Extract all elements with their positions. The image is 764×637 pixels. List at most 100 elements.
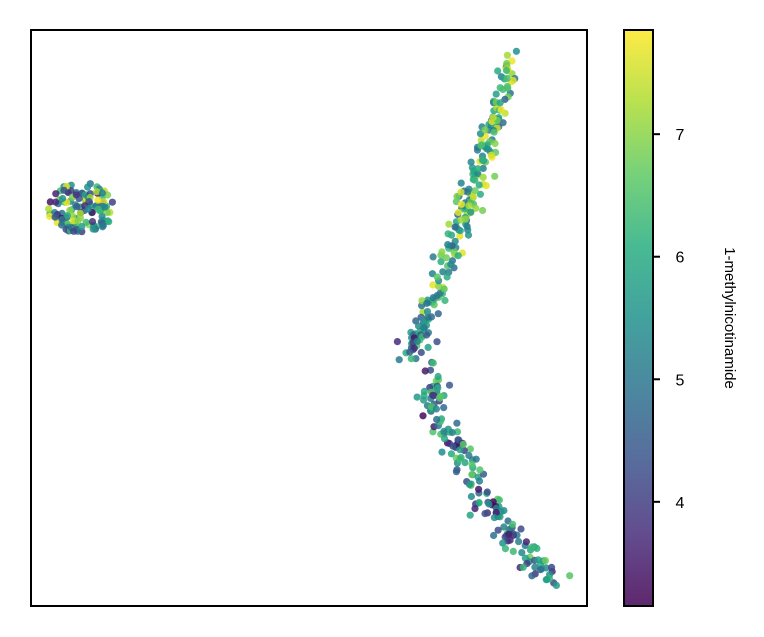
scatter-point [541, 557, 550, 565]
scatter-point [465, 480, 474, 488]
scatter-point [433, 273, 441, 281]
scatter-point [88, 218, 97, 226]
scatter-point [72, 191, 80, 199]
colorbar-tick-label: 6 [676, 250, 685, 267]
scatter-point [494, 526, 502, 534]
scatter-point [471, 176, 479, 184]
scatter-point [467, 208, 475, 216]
scatter-point [519, 563, 527, 571]
scatter-point [414, 322, 423, 330]
scatter-point [89, 225, 97, 233]
scatter-point [494, 67, 502, 75]
scatter-point [434, 310, 442, 318]
scatter-point [456, 227, 464, 235]
scatter-point [429, 359, 437, 367]
scatter-point [442, 254, 450, 262]
scatter-point [434, 372, 442, 381]
scatter-point [447, 260, 455, 268]
scatter-point [466, 511, 474, 519]
scatter-point [105, 218, 113, 226]
scatter-point [491, 139, 499, 148]
scatter-point [465, 451, 473, 460]
scatter-point [440, 285, 448, 293]
scatter-point [413, 393, 421, 401]
scatter-point [52, 190, 60, 198]
scatter-point [496, 99, 504, 107]
colorbar-gradient [624, 30, 653, 606]
scatter-point [108, 198, 116, 206]
scatter-point [499, 119, 507, 127]
scatter-point [485, 500, 493, 508]
scatter-point [74, 217, 82, 225]
scatter-point [482, 182, 490, 190]
scatter-point [528, 543, 536, 551]
scatter-point [435, 282, 443, 290]
scatter-point [481, 509, 489, 518]
scatter-point [483, 488, 491, 496]
scatter-point [461, 459, 469, 467]
scatter-point [478, 156, 486, 164]
scatter-point [481, 126, 489, 134]
scatter-point [536, 566, 545, 574]
scatter-point [503, 59, 511, 67]
scatter-point [60, 186, 68, 194]
scatter-point [472, 455, 480, 463]
scatter-point [73, 203, 81, 211]
scatter-point [437, 258, 445, 266]
scatter-point [444, 241, 452, 249]
scatter-point [479, 206, 487, 215]
scatter-point [515, 538, 523, 546]
scatter-point [420, 324, 428, 332]
scatter-point [417, 348, 425, 357]
scatter-point [469, 193, 477, 201]
scatter-point [489, 114, 497, 122]
scatter-point [468, 471, 476, 479]
scatter-point [451, 223, 459, 231]
scatter-point [78, 223, 86, 231]
scatter-point [434, 384, 442, 392]
scatter-point [439, 268, 447, 276]
scatter-point [429, 294, 437, 302]
scatter-point [429, 253, 437, 261]
scatter-point [94, 196, 102, 204]
scatter-point [420, 387, 428, 395]
scatter-point [445, 381, 454, 389]
scatter-point [457, 453, 465, 462]
scatter-point [490, 514, 498, 522]
scatter-point [490, 128, 498, 136]
scatter-point [429, 281, 437, 289]
scatter-point [457, 200, 466, 208]
scatter-point [423, 299, 431, 307]
scatter-point [98, 189, 107, 197]
scatter-point [476, 190, 484, 198]
colorbar-tick-label: 7 [676, 127, 685, 144]
scatter-point [483, 145, 491, 153]
scatter-point [445, 220, 453, 228]
scatter-point [407, 355, 415, 363]
scatter-point [499, 539, 507, 547]
scatter-point [436, 392, 445, 400]
scatter-point [393, 338, 401, 346]
scatter-point [427, 313, 436, 321]
scatter-point [457, 179, 465, 187]
scatter-point [497, 106, 505, 114]
scatter-point [475, 181, 483, 189]
scatter-point [487, 151, 495, 159]
scatter-point [433, 338, 441, 346]
scatter-point [413, 337, 421, 345]
scatter-point [502, 66, 511, 75]
scatter-point [70, 227, 78, 235]
scatter-point [449, 442, 457, 450]
scatter-points [45, 47, 574, 590]
scatter-point [522, 538, 531, 546]
scatter-point [465, 202, 473, 210]
scatter-point [531, 563, 539, 571]
scatter-point [471, 187, 479, 195]
scatter-point [45, 205, 53, 213]
colorbar-tick-label: 4 [676, 495, 685, 512]
scatter-point [84, 205, 92, 213]
scatter-point [479, 164, 487, 172]
scatter-point [548, 563, 556, 572]
scatter-point [457, 188, 465, 196]
scatter-point [566, 572, 574, 580]
